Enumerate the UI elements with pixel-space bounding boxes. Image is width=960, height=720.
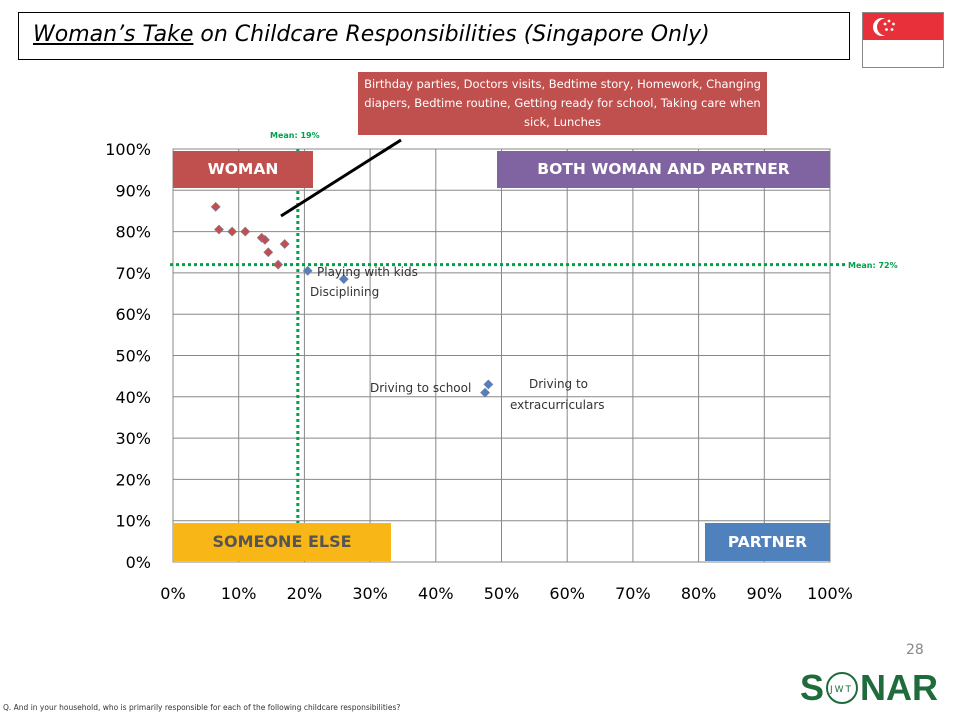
data-point-red (214, 224, 224, 235)
y-tick-label: 30% (115, 429, 151, 448)
y-tick-label: 10% (115, 512, 151, 531)
data-point-red (263, 247, 274, 258)
point-label-playing: Playing with kids (317, 265, 418, 279)
svg-text:NAR: NAR (860, 667, 938, 708)
x-tick-label: 60% (549, 584, 585, 603)
y-axis-ticks: 0% 10% 20% 30% 40% 50% 60% 70% 80% 90% 100% (105, 140, 151, 572)
chart-grid (172, 148, 831, 563)
footnote: Q. And in your household, who is primari… (3, 703, 401, 712)
title-rest: on Childcare Responsibilities (Singapore… (193, 22, 710, 47)
data-point-red (273, 259, 284, 270)
callout-box: Birthday parties, Doctors visits, Bedtim… (358, 72, 767, 135)
mean-lines (170, 149, 845, 562)
title-underlined: Woman’s Take (33, 22, 194, 47)
title-box: Woman’s Take on Childcare Responsibiliti… (18, 12, 850, 60)
x-tick-label: 80% (681, 584, 717, 603)
y-tick-label: 0% (126, 553, 151, 572)
x-tick-label: 0% (160, 584, 185, 603)
y-tick-label: 80% (115, 223, 151, 242)
point-label-driving-extra-line1: Driving to (529, 377, 589, 391)
y-tick-label: 60% (115, 305, 151, 324)
page-number: 28 (906, 642, 924, 658)
data-point-red (227, 226, 238, 237)
data-point-blue (480, 387, 490, 398)
x-tick-label: 40% (418, 584, 454, 603)
quadrant-label-someone-else: SOMEONE ELSE (173, 523, 391, 561)
quadrant-label-woman: WOMAN (173, 151, 313, 188)
x-tick-label: 20% (287, 584, 323, 603)
x-tick-label: 70% (615, 584, 651, 603)
x-tick-label: 30% (352, 584, 388, 603)
data-point-red (210, 201, 221, 212)
data-point-red (260, 234, 270, 245)
callout-pointer-line (280, 138, 402, 218)
y-tick-label: 100% (105, 140, 151, 159)
sonar-logo-icon: S JWT NAR (800, 667, 938, 708)
svg-text:S: S (800, 667, 824, 708)
data-point-blue (338, 274, 349, 285)
y-tick-label: 50% (115, 347, 151, 366)
data-point-blue (302, 265, 313, 276)
y-tick-label: 40% (115, 388, 151, 407)
x-tick-label: 100% (807, 584, 853, 603)
data-point-red (279, 239, 290, 249)
mean-y-label: Mean: 72% (848, 261, 898, 270)
y-tick-label: 20% (115, 470, 151, 489)
x-tick-label: 50% (484, 584, 520, 603)
crescent-stars-icon (873, 18, 895, 36)
svg-text:JWT: JWT (829, 685, 853, 695)
data-point-red (240, 226, 251, 237)
point-label-disciplining: Disciplining (310, 285, 380, 299)
singapore-flag-icon (862, 12, 944, 68)
mean-x-label: Mean: 19% (270, 131, 320, 140)
point-label-driving-school: Driving to school (370, 381, 472, 395)
quadrant-label-partner: PARTNER (705, 523, 830, 561)
data-point-blue (483, 379, 494, 390)
x-tick-label: 10% (221, 584, 257, 603)
sonar-logo: S JWT NAR (798, 660, 948, 710)
data-points (210, 201, 494, 398)
quadrant-label-both: BOTH WOMAN AND PARTNER (497, 151, 830, 188)
y-tick-label: 70% (115, 264, 151, 283)
x-axis-ticks: 0% 10% 20% 30% 40% 50% 60% 70% 80% 90% 100% (160, 584, 853, 603)
y-tick-label: 90% (115, 181, 151, 200)
point-label-driving-extra-line2: extracurriculars (510, 398, 605, 412)
x-tick-label: 90% (747, 584, 783, 603)
page-title: Woman’s Take on Childcare Responsibiliti… (33, 22, 710, 47)
